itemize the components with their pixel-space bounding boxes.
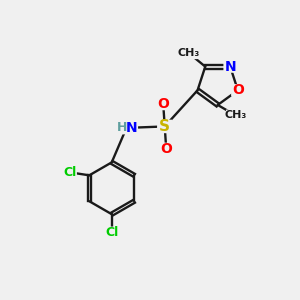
FancyBboxPatch shape [231, 84, 245, 97]
Text: O: O [160, 142, 172, 155]
Text: O: O [232, 83, 244, 97]
FancyBboxPatch shape [157, 120, 172, 133]
Text: H: H [117, 122, 128, 134]
FancyBboxPatch shape [115, 122, 138, 134]
FancyBboxPatch shape [63, 167, 77, 178]
Text: CH₃: CH₃ [178, 48, 200, 58]
FancyBboxPatch shape [160, 142, 173, 154]
Text: S: S [159, 119, 170, 134]
FancyBboxPatch shape [157, 98, 170, 110]
Text: N: N [224, 60, 236, 74]
FancyBboxPatch shape [226, 110, 245, 121]
FancyBboxPatch shape [105, 226, 119, 238]
FancyBboxPatch shape [180, 48, 199, 59]
Text: N: N [126, 121, 138, 135]
Text: O: O [157, 98, 169, 111]
FancyBboxPatch shape [224, 60, 237, 73]
Text: Cl: Cl [105, 226, 118, 239]
Text: CH₃: CH₃ [224, 110, 247, 120]
Text: Cl: Cl [64, 166, 77, 179]
